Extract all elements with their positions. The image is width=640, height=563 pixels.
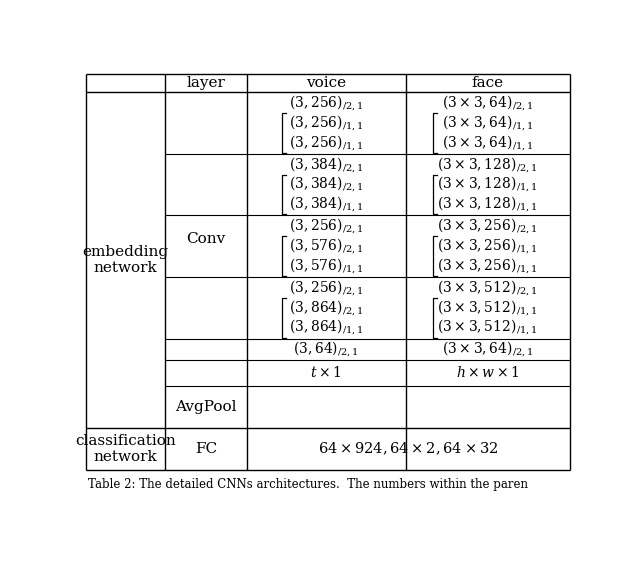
Text: classification
network: classification network	[76, 434, 176, 464]
Text: Conv: Conv	[186, 232, 225, 246]
Text: $(3, 256)_{/1,1}$: $(3, 256)_{/1,1}$	[289, 113, 364, 133]
Text: AvgPool: AvgPool	[175, 400, 237, 414]
Text: $(3, 256)_{/1,1}$: $(3, 256)_{/1,1}$	[289, 133, 364, 153]
Text: $(3, 256)_{/2,1}$: $(3, 256)_{/2,1}$	[289, 278, 364, 298]
Text: voice: voice	[306, 76, 346, 90]
Text: $(3, 864)_{/2,1}$: $(3, 864)_{/2,1}$	[289, 298, 364, 318]
Text: $(3 \times 3, 128)_{/1,1}$: $(3 \times 3, 128)_{/1,1}$	[438, 175, 538, 194]
Text: $(3 \times 3, 512)_{/1,1}$: $(3 \times 3, 512)_{/1,1}$	[438, 298, 538, 318]
Text: $(3, 256)_{/2,1}$: $(3, 256)_{/2,1}$	[289, 217, 364, 236]
Text: Table 2: The detailed CNNs architectures.  The numbers within the paren: Table 2: The detailed CNNs architectures…	[88, 477, 528, 490]
Text: $(3, 64)_{/2,1}$: $(3, 64)_{/2,1}$	[293, 339, 359, 359]
Text: $t \times 1$: $t \times 1$	[310, 365, 342, 381]
Text: embedding
network: embedding network	[83, 245, 169, 275]
Text: $(3 \times 3, 64)_{/2,1}$: $(3 \times 3, 64)_{/2,1}$	[442, 339, 533, 359]
Text: $(3 \times 3, 128)_{/1,1}$: $(3 \times 3, 128)_{/1,1}$	[438, 194, 538, 214]
Text: $(3, 576)_{/1,1}$: $(3, 576)_{/1,1}$	[289, 256, 364, 276]
Text: $(3 \times 3, 256)_{/2,1}$: $(3 \times 3, 256)_{/2,1}$	[438, 217, 538, 236]
Text: $(3 \times 3, 256)_{/1,1}$: $(3 \times 3, 256)_{/1,1}$	[438, 256, 538, 276]
Text: face: face	[472, 76, 504, 90]
Text: $(3, 384)_{/2,1}$: $(3, 384)_{/2,1}$	[289, 155, 364, 175]
Text: $(3 \times 3, 64)_{/1,1}$: $(3 \times 3, 64)_{/1,1}$	[442, 133, 533, 153]
Text: $(3 \times 3, 256)_{/1,1}$: $(3 \times 3, 256)_{/1,1}$	[438, 236, 538, 256]
Text: layer: layer	[186, 76, 225, 90]
Text: $64 \times 924, 64 \times 2, 64 \times 32$: $64 \times 924, 64 \times 2, 64 \times 3…	[318, 441, 499, 457]
Text: $(3 \times 3, 512)_{/2,1}$: $(3 \times 3, 512)_{/2,1}$	[438, 278, 538, 298]
Text: $(3 \times 3, 64)_{/2,1}$: $(3 \times 3, 64)_{/2,1}$	[442, 93, 533, 113]
Text: $(3, 384)_{/2,1}$: $(3, 384)_{/2,1}$	[289, 175, 364, 194]
Text: FC: FC	[195, 442, 217, 456]
Text: $(3, 864)_{/1,1}$: $(3, 864)_{/1,1}$	[289, 318, 364, 337]
Text: $(3, 256)_{/2,1}$: $(3, 256)_{/2,1}$	[289, 93, 364, 113]
Text: $(3, 576)_{/2,1}$: $(3, 576)_{/2,1}$	[289, 236, 364, 256]
Text: $(3 \times 3, 64)_{/1,1}$: $(3 \times 3, 64)_{/1,1}$	[442, 113, 533, 133]
Text: $(3, 384)_{/1,1}$: $(3, 384)_{/1,1}$	[289, 194, 364, 214]
Text: $(3 \times 3, 512)_{/1,1}$: $(3 \times 3, 512)_{/1,1}$	[438, 318, 538, 337]
Text: $h \times w \times 1$: $h \times w \times 1$	[456, 365, 520, 381]
Text: $(3 \times 3, 128)_{/2,1}$: $(3 \times 3, 128)_{/2,1}$	[438, 155, 538, 175]
